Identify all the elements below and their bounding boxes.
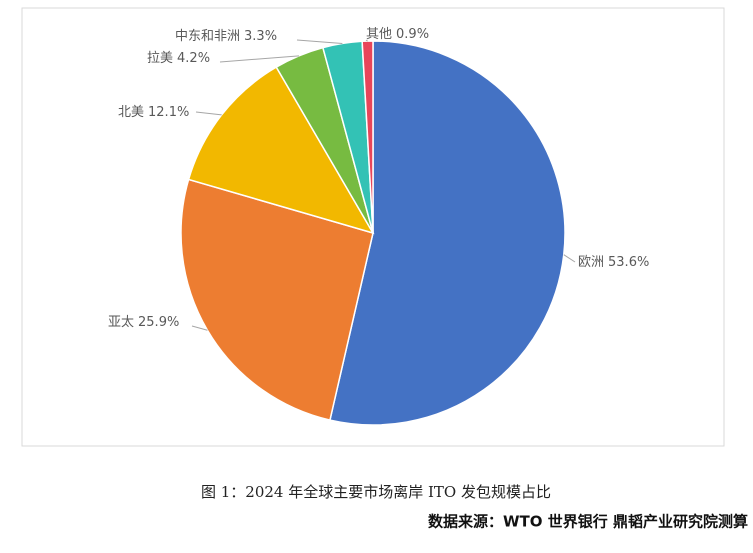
leader-line [563, 254, 576, 263]
value-label: 0.9% [396, 27, 429, 42]
category-label: 亚太 [108, 315, 134, 330]
category-label: 北美 [118, 105, 144, 120]
value-label: 12.1% [148, 105, 189, 120]
slice-label: 中东和非洲 3.3% [175, 29, 277, 44]
slice-label: 欧洲 53.6% [578, 255, 649, 270]
slice-label: 北美 12.1% [118, 105, 189, 120]
category-label: 其他 [366, 27, 392, 42]
slice-label: 其他 0.9% [366, 27, 429, 42]
value-label: 25.9% [138, 315, 179, 330]
leader-line [365, 39, 368, 42]
slice-label: 拉美 4.2% [147, 51, 210, 66]
leader-line [296, 39, 343, 44]
category-label: 中东和非洲 [175, 29, 240, 44]
value-label: 3.3% [244, 29, 277, 44]
slice-label: 亚太 25.9% [108, 315, 179, 330]
value-label: 53.6% [608, 255, 649, 270]
leader-line [191, 325, 208, 331]
leader-line [219, 55, 300, 63]
chart-source: 数据来源：WTO 世界银行 鼎韬产业研究院测算 [428, 513, 748, 531]
chart-caption: 图 1：2024 年全球主要市场离岸 ITO 发包规模占比 [201, 483, 551, 501]
pie-slice [187, 66, 375, 235]
leader-line [195, 111, 222, 116]
value-label: 4.2% [177, 51, 210, 66]
category-label: 欧洲 [578, 255, 604, 270]
pie-slice [180, 178, 374, 422]
category-label: 拉美 [147, 51, 173, 66]
